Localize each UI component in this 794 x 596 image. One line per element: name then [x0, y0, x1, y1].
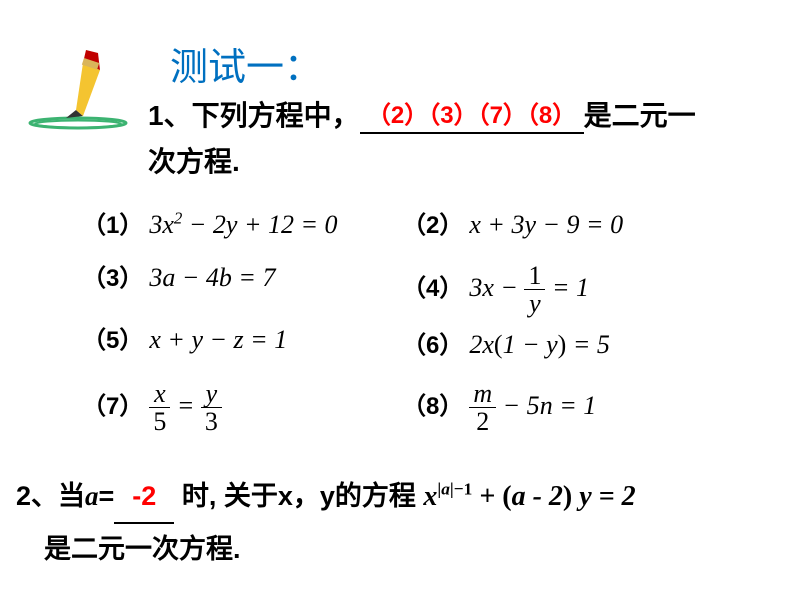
- equation-label: （2）: [402, 212, 463, 239]
- equation-math: m2 − 5n = 1: [469, 391, 596, 420]
- q2-answer: -2: [114, 471, 174, 524]
- equation-label: （3）: [82, 265, 143, 292]
- equation-math: 2x(1 − y) = 5: [469, 330, 610, 359]
- equation-label: （7）: [82, 393, 143, 420]
- equation-math: x + 3y − 9 = 0: [469, 210, 623, 239]
- q1-text-line2: 次方程.: [148, 140, 240, 180]
- equation-math: x + y − z = 1: [149, 325, 287, 354]
- equation-item: （2）x + 3y − 9 = 0: [402, 205, 794, 240]
- q2-expression: x|a|−1 + (a - 2) y = 2: [423, 481, 635, 512]
- q2-var: a: [85, 481, 99, 511]
- equation-math: x5 = y3: [149, 391, 222, 420]
- q2-prefix: 2、当: [16, 481, 85, 511]
- equation-math: 3a − 4b = 7: [149, 263, 275, 292]
- equation-item: （4）3x − 1y = 1: [402, 262, 794, 318]
- equation-math: 3x2 − 2y + 12 = 0: [149, 210, 337, 239]
- slide-title: 测试一：: [170, 36, 322, 91]
- q2-text: 2、当a=-2 时, 关于x，y的方程 x|a|−1 + (a - 2) y =…: [16, 470, 636, 576]
- equation-math: 3x − 1y = 1: [469, 273, 589, 302]
- q1-text: 1、下列方程中， （2）（3）（7）（8） 是二元一: [148, 94, 696, 134]
- equation-label: （6）: [402, 332, 463, 359]
- equation-label: （4）: [402, 275, 463, 302]
- equation-item: （6）2x(1 − y) = 5: [402, 325, 794, 360]
- equation-label: （5）: [82, 327, 143, 354]
- equation-item: （8）m2 − 5n = 1: [402, 380, 794, 436]
- q2-line2: 是二元一次方程.: [44, 534, 241, 564]
- q1-answer: （2）（3）（7）（8）: [367, 102, 576, 129]
- q2-mid: 时, 关于x，y的方程: [174, 481, 423, 511]
- pencil-icon: [28, 48, 128, 138]
- q1-suffix: 是二元一: [584, 100, 696, 131]
- q2-eq: =: [99, 481, 115, 511]
- equation-label: （1）: [82, 212, 143, 239]
- q1-prefix: 1、下列方程中，: [148, 100, 360, 131]
- equation-label: （8）: [402, 393, 463, 420]
- q1-blank: （2）（3）（7）（8）: [360, 97, 584, 134]
